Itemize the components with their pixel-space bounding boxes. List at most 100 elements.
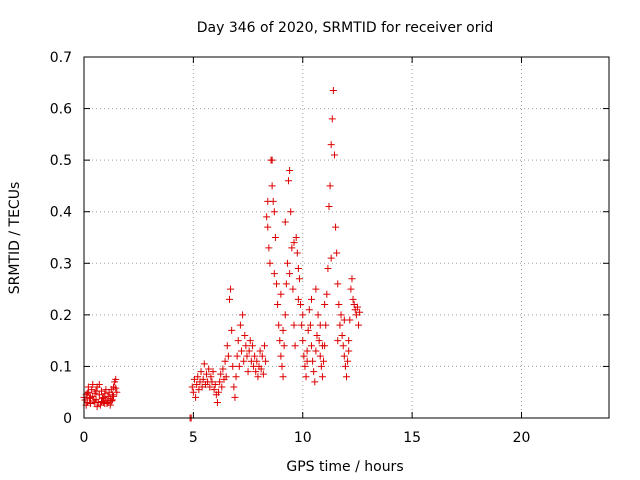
data-point <box>308 295 315 303</box>
data-point <box>242 342 250 350</box>
data-point <box>254 373 262 381</box>
data-point <box>99 394 107 402</box>
data-point <box>194 373 202 381</box>
data-point <box>345 337 353 345</box>
data-point <box>270 270 278 278</box>
data-point <box>330 151 338 159</box>
data-point <box>108 396 116 404</box>
data-point <box>95 380 103 388</box>
data-point <box>316 352 324 360</box>
data-point <box>299 311 307 319</box>
data-point <box>325 203 333 211</box>
data-point <box>313 331 321 339</box>
data-point <box>316 321 324 329</box>
data-point <box>294 295 302 303</box>
data-point <box>280 342 288 350</box>
data-point <box>312 347 320 355</box>
y-tick-label: 0.2 <box>50 308 72 324</box>
data-point <box>290 321 298 329</box>
data-point <box>290 239 298 247</box>
x-tick-label: 15 <box>403 430 421 446</box>
data-point <box>95 391 103 399</box>
data-point <box>318 342 326 350</box>
data-point <box>328 115 336 123</box>
data-point <box>189 388 197 396</box>
data-point <box>281 311 289 319</box>
y-tick-label: 0 <box>63 411 72 427</box>
data-point <box>83 389 91 397</box>
y-tick-label: 0.7 <box>50 50 72 66</box>
data-point <box>235 362 243 370</box>
data-point <box>318 373 326 381</box>
data-point <box>107 397 115 405</box>
data-point <box>303 347 311 355</box>
data-point <box>293 249 301 257</box>
data-point <box>344 357 352 365</box>
data-point <box>243 352 251 360</box>
data-point <box>248 342 256 350</box>
data-point <box>112 375 120 383</box>
data-point <box>286 166 294 174</box>
data-point <box>323 290 331 298</box>
data-point <box>304 326 312 334</box>
x-axis-title: GPS time / hours <box>286 459 403 475</box>
data-point <box>236 321 244 329</box>
data-point <box>321 301 329 309</box>
data-point <box>252 368 260 376</box>
data-point <box>209 368 217 376</box>
data-point <box>228 326 236 334</box>
data-point <box>305 306 313 314</box>
data-point <box>234 337 242 345</box>
data-point <box>219 365 227 373</box>
data-point <box>343 373 350 381</box>
data-point <box>264 223 272 231</box>
data-point <box>327 141 335 149</box>
data-point <box>312 285 320 293</box>
data-point <box>276 337 284 345</box>
data-point <box>355 321 363 329</box>
data-point <box>213 399 221 407</box>
data-point <box>101 400 109 408</box>
data-point <box>210 386 218 394</box>
plot-frame <box>83 56 610 419</box>
x-tick-label: 20 <box>513 430 531 446</box>
y-tick-label: 0.5 <box>50 153 72 169</box>
data-point <box>266 259 274 267</box>
data-point <box>277 352 285 360</box>
data-point <box>295 275 303 283</box>
data-point <box>102 386 110 394</box>
data-point <box>339 342 347 350</box>
data-point <box>301 362 309 370</box>
data-point <box>300 352 308 360</box>
data-point <box>216 378 224 386</box>
data-point <box>282 280 290 288</box>
data-point <box>264 197 272 205</box>
data-point <box>345 347 353 355</box>
data-point <box>289 285 297 293</box>
data-point <box>340 316 348 324</box>
data-point <box>253 357 261 365</box>
grid-lines <box>84 57 609 418</box>
data-point <box>188 383 196 391</box>
data-point <box>334 337 342 345</box>
data-point <box>279 326 287 334</box>
data-point <box>315 337 323 345</box>
data-point <box>326 182 334 190</box>
data-point <box>349 295 357 303</box>
y-tick-label: 0.6 <box>50 102 72 118</box>
data-point <box>291 342 299 350</box>
data-point <box>294 264 302 272</box>
data-point <box>231 393 239 401</box>
data-point <box>222 373 230 381</box>
data-point <box>197 368 205 376</box>
data-point <box>87 393 95 401</box>
data-point <box>268 156 276 164</box>
data-point <box>274 301 282 309</box>
data-point <box>230 383 238 391</box>
data-point <box>206 383 214 391</box>
data-point <box>337 311 345 319</box>
data-point <box>332 223 340 231</box>
data-point <box>302 373 310 381</box>
data-point <box>241 331 249 339</box>
data-point <box>91 399 99 407</box>
